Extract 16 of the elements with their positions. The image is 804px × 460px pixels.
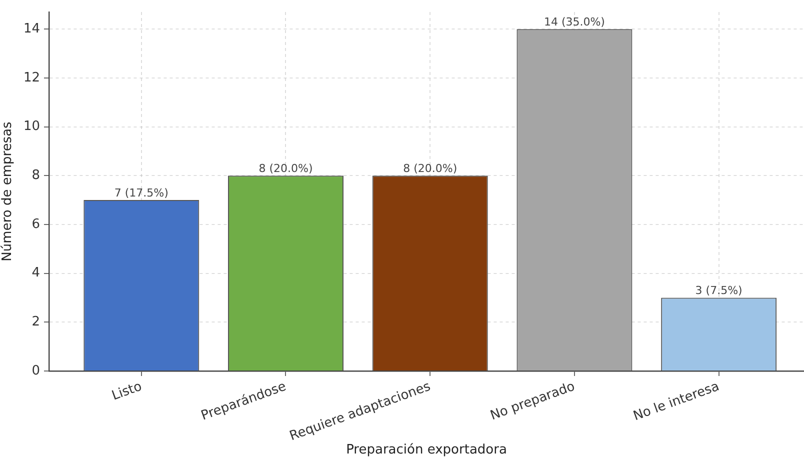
data-label: 7 (17.5%) xyxy=(114,186,168,200)
data-label: 8 (20.0%) xyxy=(403,162,458,175)
y-tick-label: 4 xyxy=(32,266,40,281)
y-tick-label: 12 xyxy=(23,70,40,86)
x-tick-label: Listo xyxy=(110,379,144,404)
y-axis-title: Número de empresas xyxy=(0,121,16,262)
data-label: 14 (35.0%) xyxy=(544,15,605,28)
data-label: 3 (7.5%) xyxy=(695,284,742,298)
y-tick-label: 2 xyxy=(32,314,40,330)
x-axis-title: Preparación exportadora xyxy=(346,442,507,458)
y-tick-label: 0 xyxy=(32,363,40,378)
y-tick-label: 14 xyxy=(23,21,40,36)
data-label: 8 (20.0%) xyxy=(258,162,313,175)
y-tick-label: 6 xyxy=(32,216,40,232)
y-tick-label: 10 xyxy=(23,119,40,134)
y-tick-label: 8 xyxy=(32,168,40,183)
